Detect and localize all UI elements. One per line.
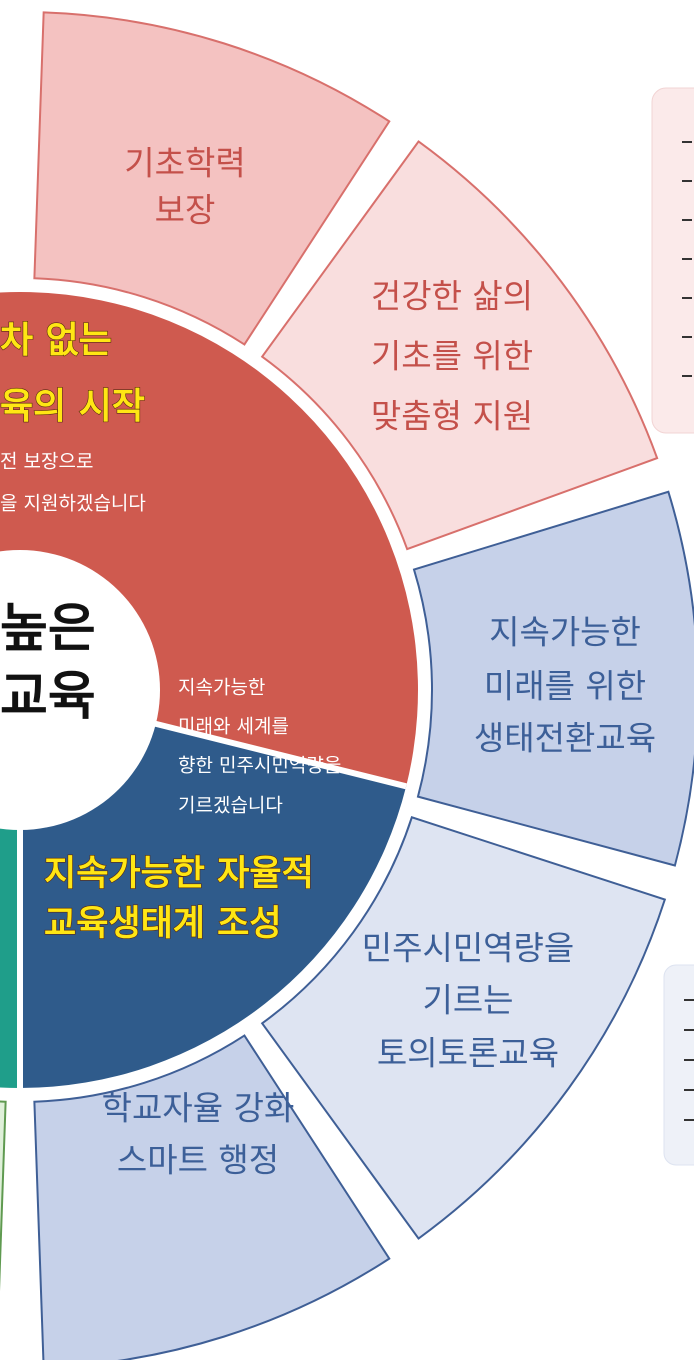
segment-label: 기초학력: [124, 144, 245, 183]
separator: [153, 720, 407, 790]
blue-body: 향한 민주시민역량을: [178, 755, 341, 777]
segment-label: 보장: [155, 191, 216, 230]
blue-body: 미래와 세계를: [178, 716, 289, 738]
red-title: 육의 시작: [0, 386, 145, 427]
segment-label: 토의토론교육: [377, 1034, 559, 1073]
center-label: 높은: [0, 599, 96, 659]
side-box-top: [651, 87, 694, 434]
segment-label: 민주시민역량을: [362, 929, 575, 968]
red-body: 을 지원하겠습니다: [0, 493, 146, 515]
outer-segment: [33, 1034, 391, 1364]
outer-segment: [260, 140, 659, 551]
side-box-bottom: [663, 964, 694, 1166]
blue-title: 교육생태계 조성: [44, 904, 282, 944]
center-label: 교육: [0, 667, 96, 727]
segment-label: 학교자율 강화: [102, 1089, 295, 1128]
outer-segment: [33, 11, 391, 346]
blue-body: 지속가능한: [178, 677, 265, 699]
segment-label: 맞춤형 지원: [371, 397, 533, 436]
teal-sector: [0, 826, 20, 1088]
red-body: 전 보장으로: [0, 451, 93, 473]
center-circle: [0, 550, 160, 830]
blue-sector: [20, 723, 407, 1088]
outer-segment: [260, 816, 667, 1240]
blue-body: 기르겠습니다: [178, 795, 283, 817]
segment-label: 기초를 위한: [371, 337, 533, 376]
segment-label: 기르는: [422, 981, 513, 1020]
segment-label: 미래를 위한: [484, 667, 646, 706]
segment-label: 생태전환교육: [474, 719, 656, 758]
red-sector: [0, 292, 418, 787]
red-title: 차 없는: [0, 320, 112, 361]
blue-title: 지속가능한 자율적: [44, 854, 314, 894]
outer-segment: [412, 490, 694, 867]
segment-label: 스마트 행정: [117, 1141, 279, 1180]
segment-label: 지속가능한: [489, 613, 641, 652]
segment-label: 건강한 삶의: [371, 277, 533, 316]
outer-segment: [0, 1100, 7, 1292]
